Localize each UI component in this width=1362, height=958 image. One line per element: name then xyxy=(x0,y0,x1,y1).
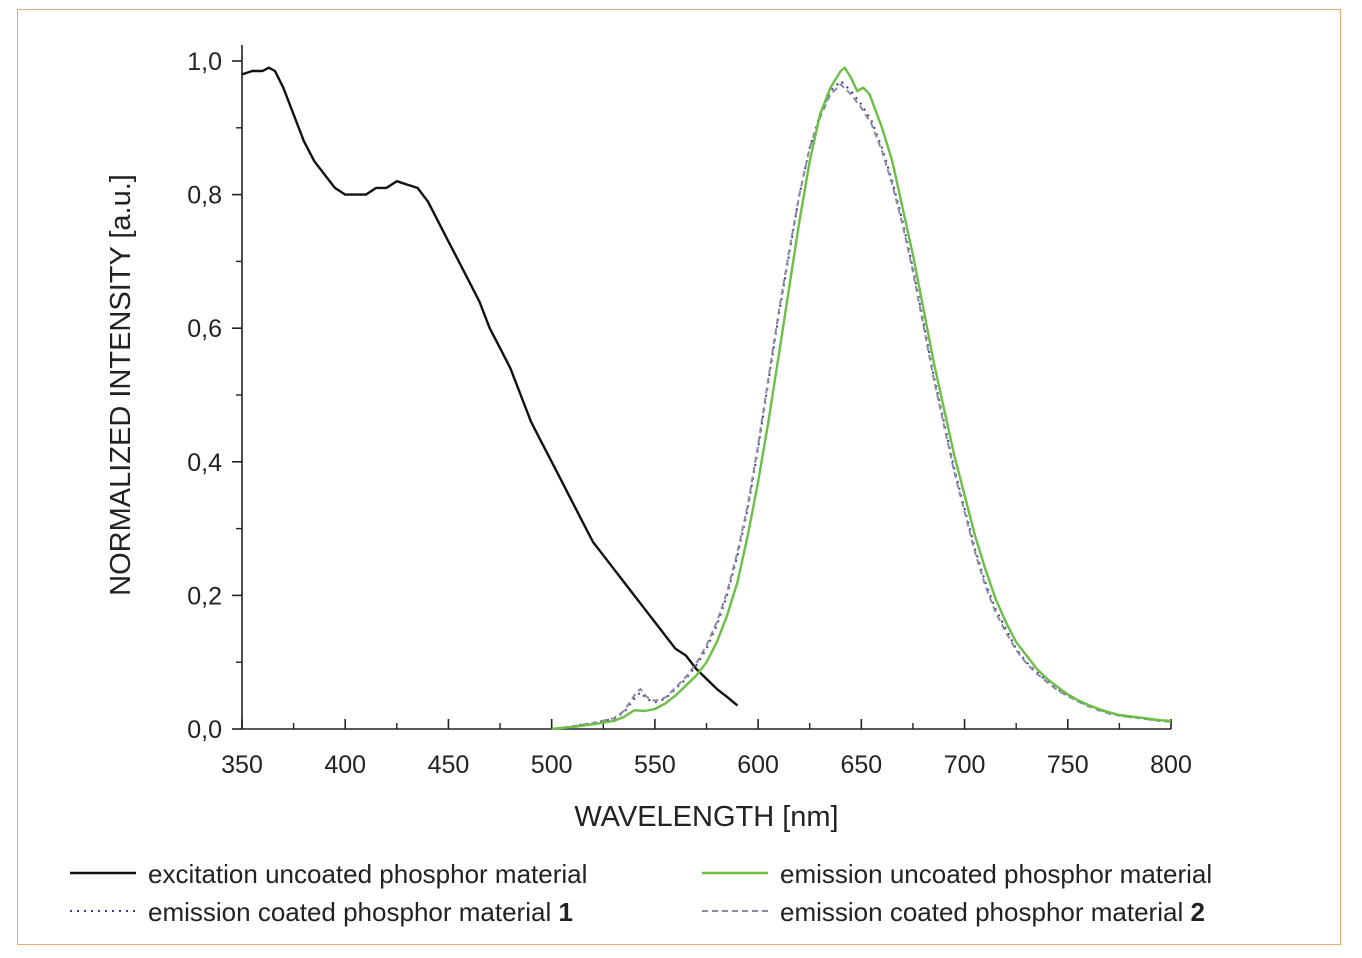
series-layer xyxy=(241,66,1172,731)
y-tick-label: 1,0 xyxy=(187,48,222,76)
x-tick-label: 650 xyxy=(840,751,882,779)
x-tick-label: 800 xyxy=(1150,751,1192,779)
legend-label-number: 2 xyxy=(1190,897,1204,927)
legend-label: emission coated phosphor material 1 xyxy=(148,897,573,927)
x-tick-label: 450 xyxy=(428,751,470,779)
series-excitation-uncoated xyxy=(241,66,739,707)
axes xyxy=(232,45,1172,730)
x-tick-label: 700 xyxy=(944,751,986,779)
legend: excitation uncoated phosphor material emi… xyxy=(70,859,1212,927)
y-tick-label: 0,2 xyxy=(187,582,222,610)
legend-label-number: 1 xyxy=(558,897,572,927)
x-tick-label: 600 xyxy=(737,751,779,779)
legend-label: excitation uncoated phosphor material xyxy=(148,859,587,889)
series-emission-coated-1 xyxy=(551,80,1172,730)
legend-label-text: emission coated phosphor material xyxy=(780,897,1190,927)
y-tick-label: 0,8 xyxy=(187,182,222,210)
legend-label-text: emission coated phosphor material xyxy=(148,897,558,927)
legend-label: emission uncoated phosphor material xyxy=(780,859,1212,889)
y-tick-label: 0,6 xyxy=(187,315,222,343)
figure-frame xyxy=(17,9,1341,945)
y-tick-label: 0,0 xyxy=(187,716,222,744)
x-tick-label: 550 xyxy=(634,751,676,779)
legend-label: emission coated phosphor material 2 xyxy=(780,897,1205,927)
x-tick-label: 500 xyxy=(531,751,573,779)
labels-layer: 350 400 450 500 550 600 650 700 750 800 0,0 0,2 0,4 0… xyxy=(105,48,1192,833)
legend-label-text: excitation uncoated phosphor material xyxy=(148,859,587,889)
x-axis-title: WAVELENGTH [nm] xyxy=(574,801,838,833)
y-tick-label: 0,4 xyxy=(187,449,222,477)
series-emission-uncoated xyxy=(551,66,1172,731)
y-axis-title: NORMALIZED INTENSITY [a.u.] xyxy=(105,174,137,596)
legend-label-text: emission uncoated phosphor material xyxy=(780,859,1212,889)
x-tick-label: 750 xyxy=(1047,751,1089,779)
x-tick-label: 400 xyxy=(324,751,366,779)
x-tick-label: 350 xyxy=(221,751,263,779)
series-emission-coated-2 xyxy=(551,83,1172,730)
